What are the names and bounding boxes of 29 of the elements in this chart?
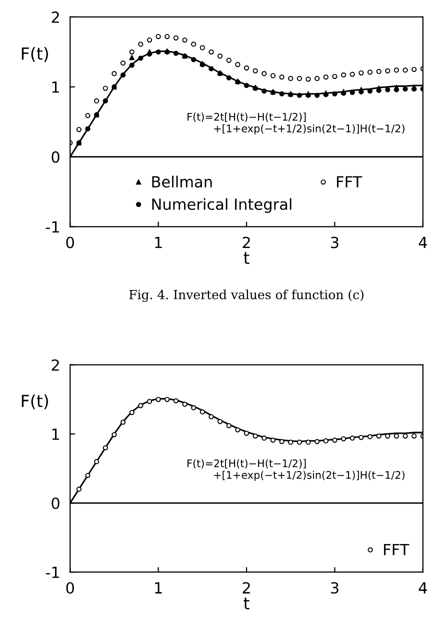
x-tick-label: 0	[66, 582, 74, 594]
legend-label: Numerical Integral	[152, 198, 292, 213]
y-tick-label: 0	[52, 151, 60, 163]
x-tick-label: 2	[242, 236, 250, 248]
caption: Fig. 4. Inverted values of function (c)	[129, 290, 364, 302]
legend-label: Bellman	[152, 176, 212, 188]
x-axis-title: t	[244, 598, 250, 610]
x-tick-label: 3	[331, 582, 338, 594]
x-tick-label: 3	[331, 236, 338, 248]
y-tick-label: 1	[52, 82, 59, 93]
y-tick-label: 1	[52, 428, 59, 440]
y-tick-label: -1	[46, 221, 59, 233]
annotation: F(t)=2t[H(t)−H(t−1/2)] +[1+exp(−t+1/2)sin(2t−1)]H(t−1/2)	[188, 112, 404, 134]
y-tick-label: 0	[52, 497, 60, 510]
annotation: F(t)=2t[H(t)−H(t−1/2)] +[1+exp(−t+1/2)sin(2t−1)]H(t−1/2)	[188, 459, 404, 481]
x-tick-label: 4	[418, 582, 427, 594]
y-tick-label: -1	[46, 566, 59, 578]
y-axis-title: F(t)	[22, 46, 48, 62]
legend-label: FFT	[336, 176, 362, 188]
legend-label: FFT	[384, 544, 410, 556]
x-tick-label: 2	[242, 582, 250, 594]
y-tick-label: 2	[52, 359, 59, 371]
x-axis-title: t	[244, 252, 250, 264]
y-tick-label: 2	[52, 11, 59, 23]
y-axis-title: F(t)	[22, 394, 48, 410]
x-tick-label: 1	[155, 582, 162, 594]
x-tick-label: 0	[66, 236, 74, 248]
x-tick-label: 1	[155, 236, 162, 248]
x-tick-label: 4	[418, 236, 427, 248]
